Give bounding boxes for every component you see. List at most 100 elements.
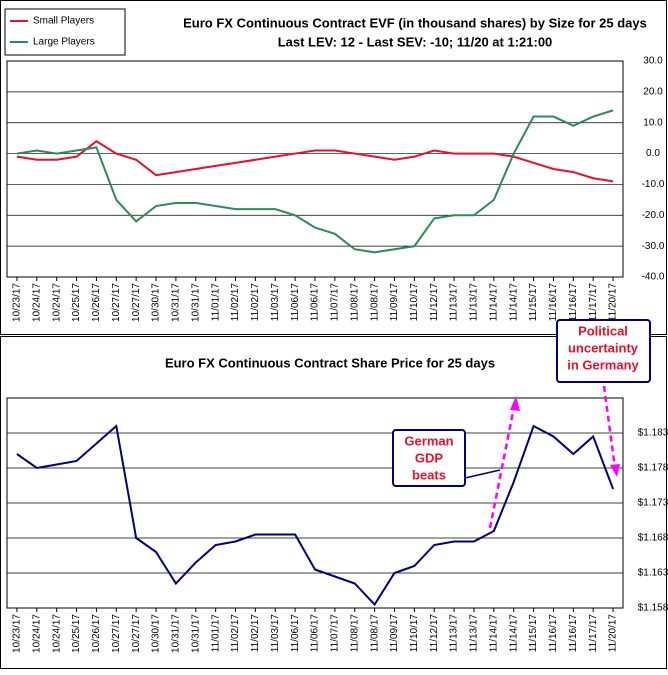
x-tick-label: 10/30/17 (151, 283, 162, 322)
y-tick-label: -40.0 (642, 272, 665, 283)
legend-label: Large Players (33, 37, 95, 48)
trend-arrow (488, 401, 517, 529)
series-line (16, 109, 614, 254)
annotation-text: GDP (415, 450, 444, 465)
y-tick-label: -10.0 (642, 179, 665, 190)
x-tick-label: 11/13/17 (449, 614, 460, 653)
series-line (16, 140, 614, 183)
x-tick-label: 11/20/17 (608, 283, 619, 322)
x-tick-label: 11/14/17 (488, 614, 499, 653)
annotation-text: beats (412, 467, 446, 482)
x-tick-label: 11/14/17 (508, 283, 519, 322)
x-tick-label: 11/12/17 (429, 614, 440, 653)
x-tick-label: 11/02/17 (250, 614, 261, 653)
chart-title: Euro FX Continuous Contract EVF (in thou… (183, 15, 647, 30)
y-tick-label: $1.173 (638, 498, 668, 509)
y-tick-label: -30.0 (642, 241, 665, 252)
x-tick-label: 10/27/17 (131, 283, 142, 322)
x-tick-label: 11/17/17 (588, 283, 599, 322)
x-tick-label: 11/02/17 (230, 283, 241, 322)
callout-arrow (464, 469, 501, 479)
x-tick-label: 11/02/17 (230, 614, 241, 653)
y-tick-label: $1.158 (638, 603, 668, 614)
x-tick-label: 10/31/17 (190, 614, 201, 653)
x-tick-label: 11/16/17 (568, 283, 579, 322)
annotation-text: Political (578, 323, 628, 338)
y-tick-label: $1.183 (638, 428, 668, 439)
annotation-text: German (404, 433, 453, 448)
x-tick-label: 10/26/17 (91, 283, 102, 322)
x-tick-label: 10/23/17 (12, 283, 23, 322)
x-tick-label: 10/24/17 (31, 614, 42, 653)
x-tick-label: 11/10/17 (409, 283, 420, 322)
y-tick-label: 0.0 (646, 148, 660, 159)
chart-subtitle: Last LEV: 12 - Last SEV: -10; 11/20 at 1… (278, 34, 553, 49)
x-tick-label: 11/13/17 (449, 283, 460, 322)
x-tick-label: 11/03/17 (270, 614, 281, 653)
x-tick-label: 10/25/17 (71, 614, 82, 653)
x-tick-label: 11/08/17 (349, 614, 360, 653)
x-tick-label: 10/24/17 (51, 614, 62, 653)
arrow-head (510, 396, 520, 411)
x-tick-label: 11/07/17 (330, 283, 341, 322)
arrow-head (610, 464, 620, 477)
chart-title: Euro FX Continuous Contract Share Price … (165, 355, 495, 370)
x-tick-label: 11/01/17 (210, 614, 221, 653)
y-tick-label: $1.178 (638, 463, 668, 474)
y-tick-label: 20.0 (643, 86, 663, 97)
x-tick-label: 10/31/17 (171, 283, 182, 322)
x-tick-label: 10/27/17 (131, 614, 142, 653)
x-tick-label: 11/02/17 (250, 283, 261, 322)
x-tick-label: 11/03/17 (270, 283, 281, 322)
y-tick-label: $1.168 (638, 533, 668, 544)
y-tick-label: $1.163 (638, 568, 668, 579)
annotation-text: uncertainty (568, 340, 639, 355)
x-tick-label: 11/09/17 (389, 614, 400, 653)
x-tick-label: 11/06/17 (290, 614, 301, 653)
x-tick-label: 11/07/17 (330, 614, 341, 653)
x-tick-label: 11/06/17 (310, 614, 321, 653)
x-tick-label: 10/27/17 (111, 283, 122, 322)
x-tick-label: 11/08/17 (349, 283, 360, 322)
x-tick-label: 10/25/17 (71, 283, 82, 322)
legend-box (4, 8, 126, 56)
x-tick-label: 10/24/17 (31, 283, 42, 322)
x-tick-label: 10/31/17 (190, 283, 201, 322)
x-tick-label: 10/30/17 (151, 614, 162, 653)
x-tick-label: 11/16/17 (568, 614, 579, 653)
x-tick-label: 11/01/17 (210, 283, 221, 322)
x-tick-label: 11/09/17 (389, 283, 400, 322)
x-tick-label: 11/10/17 (409, 614, 420, 653)
legend-label: Small Players (33, 16, 94, 27)
x-tick-label: 11/15/17 (528, 283, 539, 322)
x-tick-label: 11/13/17 (469, 614, 480, 653)
x-tick-label: 10/27/17 (111, 614, 122, 653)
x-tick-label: 11/08/17 (369, 283, 380, 322)
x-tick-label: 11/12/17 (429, 283, 440, 322)
x-tick-label: 11/16/17 (548, 283, 559, 322)
trend-arrow (602, 385, 617, 469)
plot-area (6, 60, 624, 278)
y-tick-label: 30.0 (643, 56, 663, 67)
series-line (16, 424, 614, 607)
x-tick-label: 11/17/17 (588, 614, 599, 653)
annotation-text: in Germany (567, 357, 639, 372)
x-tick-label: 11/14/17 (508, 614, 519, 653)
x-tick-label: 11/15/17 (528, 614, 539, 653)
x-tick-label: 10/31/17 (171, 614, 182, 653)
x-tick-label: 10/26/17 (91, 614, 102, 653)
x-tick-label: 11/20/17 (608, 614, 619, 653)
x-tick-label: 11/16/17 (548, 614, 559, 653)
x-tick-label: 11/08/17 (369, 614, 380, 653)
annotation-box (392, 429, 466, 487)
annotation-box (556, 319, 651, 383)
x-tick-label: 11/14/17 (488, 283, 499, 322)
x-tick-label: 11/13/17 (469, 283, 480, 322)
x-tick-label: 11/06/17 (310, 283, 321, 322)
x-tick-label: 10/23/17 (12, 614, 23, 653)
y-tick-label: 10.0 (643, 117, 663, 128)
y-tick-label: -20.0 (642, 210, 665, 221)
x-tick-label: 11/06/17 (290, 283, 301, 322)
x-tick-label: 10/24/17 (51, 283, 62, 322)
